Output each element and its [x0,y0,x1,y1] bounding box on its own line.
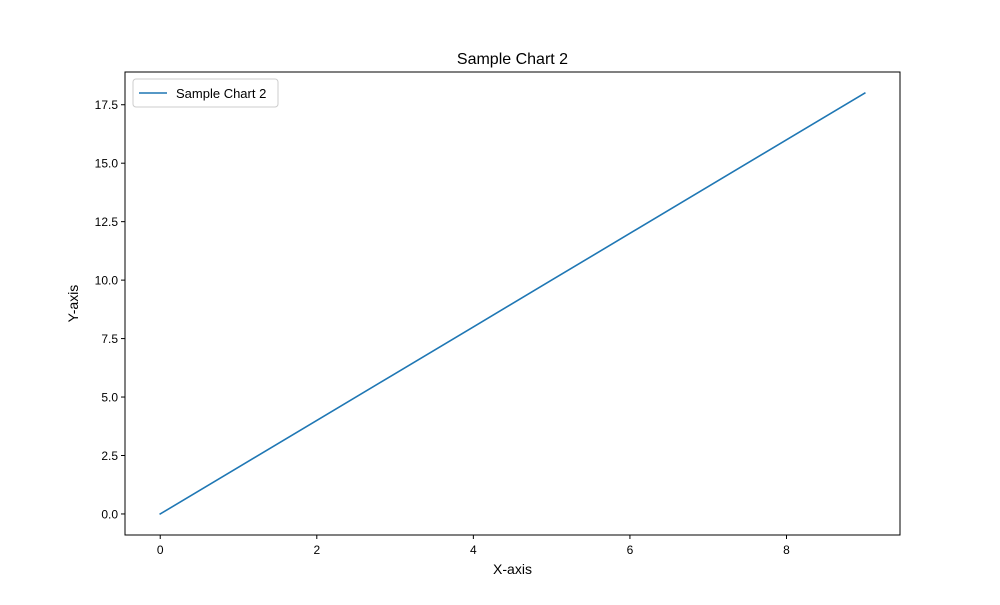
legend-box [132,78,279,108]
y-tick-label: 15.0 [95,157,119,171]
y-tick-label: 7.5 [101,332,118,346]
plot-frame [124,71,901,536]
x-tick-label: 0 [157,543,164,557]
x-tick-label: 8 [783,543,790,557]
y-tick-label: 17.5 [95,98,119,112]
x-tick-label: 2 [313,543,320,557]
chart-title: Sample Chart 2 [457,51,568,68]
series-line [159,91,866,516]
y-tick-label: 5.0 [101,391,118,405]
legend-label: Sample Chart 2 [176,86,266,101]
y-tick-label: 12.5 [95,215,119,229]
x-tick-label: 6 [627,543,634,557]
y-tick-label: 10.0 [95,274,119,288]
x-axis-label: X-axis [493,561,532,577]
plot-layer: 0 2 4 6 8 0.0 2.5 5.0 7.5 10.0 12.5 15.0 17.5 [95,71,901,557]
y-tick-label: 0.0 [101,507,118,521]
y-tick-label: 2.5 [101,449,118,463]
x-tick-label: 4 [470,543,477,557]
legend: Sample Chart 2 [132,78,279,108]
y-axis-label: Y-axis [65,285,81,323]
